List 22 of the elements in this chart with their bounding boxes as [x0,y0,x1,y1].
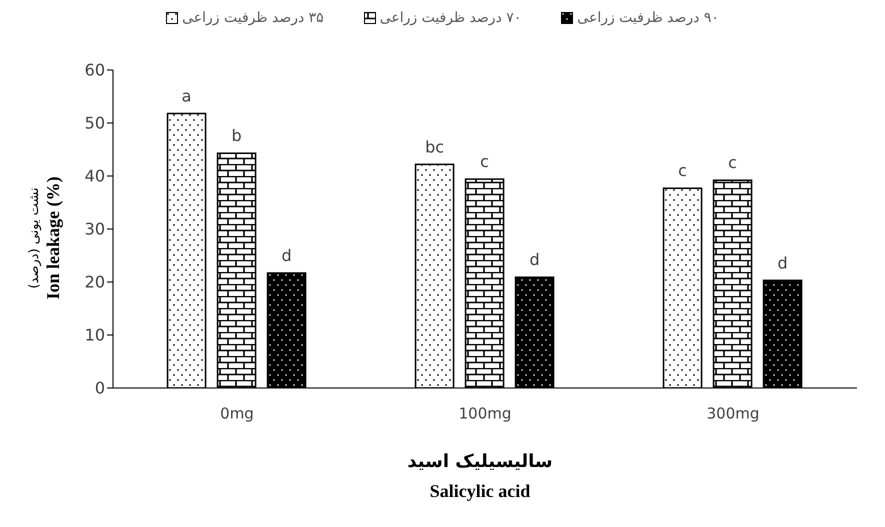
annotation: d [529,250,540,270]
legend-label: ۹۰ درصد ظرفیت زراعی [577,10,719,26]
y-tick-label: 0 [94,378,105,398]
x-tick-label: 100mg [458,404,512,423]
annotation: bc [425,137,444,156]
y-tick-label: 20 [84,272,105,292]
y-tick-label: 30 [84,220,105,239]
annotation: c [728,153,737,172]
annotation: d [777,253,788,272]
annotation: b [231,126,242,146]
legend-label: ۷۰ درصد ظرفیت زراعی [380,10,522,26]
y-tick-label: 60 [84,60,105,80]
y-tick-label: 50 [84,114,105,133]
x-tick-label: 0mg [220,404,254,423]
y-tick-label: 10 [84,326,105,345]
legend-label: ۳۵ درصد ظرفیت زراعی [182,10,324,26]
x-tick-label: 300mg [706,404,760,423]
annotation: d [281,246,292,265]
annotation: c [480,152,489,172]
y-tick-label: 40 [84,166,105,186]
annotation: a [182,86,192,106]
annotation: c [678,161,687,180]
